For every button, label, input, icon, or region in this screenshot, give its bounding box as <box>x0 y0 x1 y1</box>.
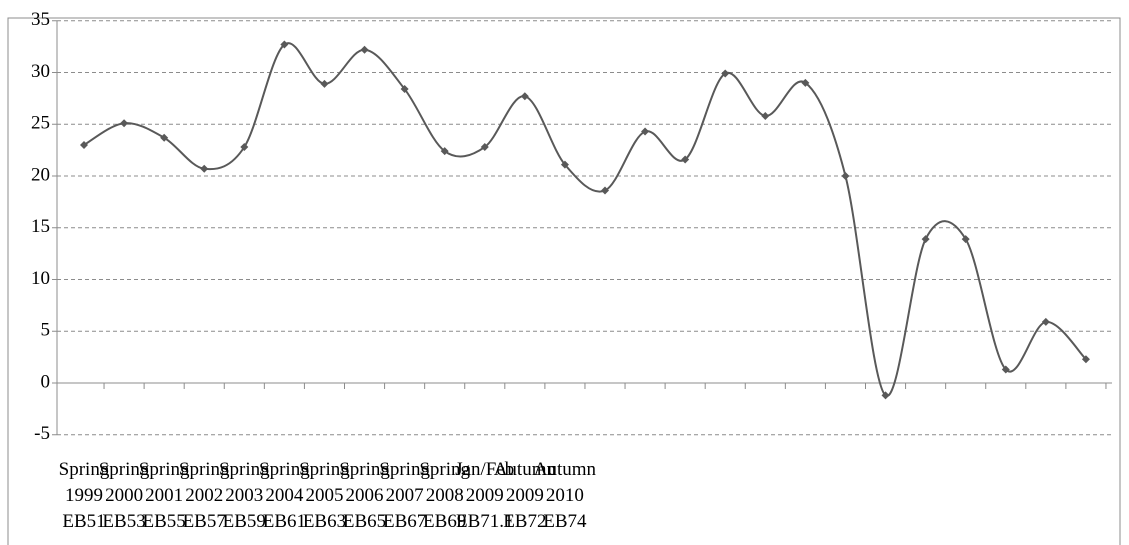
marker <box>681 155 690 164</box>
x-tick-label: Autumn 2010 EB74 <box>534 459 597 532</box>
marker <box>360 45 369 54</box>
y-tick-label: -5 <box>34 423 50 444</box>
x-tick-label: Spring 2001 EB55 <box>139 459 190 532</box>
x-tick-label: Spring 2008 EB69 <box>419 459 470 532</box>
x-tick-label: Spring 2000 EB53 <box>99 459 150 532</box>
x-tick-label: Autumn 2009 EB72 <box>494 459 557 532</box>
marker <box>1041 317 1050 326</box>
marker <box>560 160 569 169</box>
marker <box>280 40 289 49</box>
marker <box>961 235 970 244</box>
marker <box>240 143 249 152</box>
x-tick-label: Spring 2002 EB57 <box>179 459 230 532</box>
marker <box>120 119 129 128</box>
marker <box>400 85 409 94</box>
marker <box>641 127 650 136</box>
marker <box>761 111 770 120</box>
chart-frame <box>7 17 1121 545</box>
x-tick-label: Jan/Feb 2009 EB71.1 <box>455 459 514 532</box>
marker <box>520 92 529 101</box>
x-tick-label: Spring 2007 EB67 <box>379 459 430 532</box>
marker <box>1081 355 1090 364</box>
marker <box>440 147 449 156</box>
marker <box>320 79 329 88</box>
series-line <box>83 42 1087 397</box>
x-tick-label: Spring 1999 EB51 <box>59 459 110 532</box>
y-tick-label: 10 <box>31 268 50 289</box>
marker <box>1001 365 1010 374</box>
x-tick-label: Spring 2003 EB59 <box>219 459 270 532</box>
marker <box>160 133 169 142</box>
marker <box>841 172 850 180</box>
y-tick-label: 25 <box>31 113 50 134</box>
y-tick-label: 15 <box>31 216 50 237</box>
marker <box>200 164 209 173</box>
marker <box>480 143 489 152</box>
marker <box>721 69 730 78</box>
y-tick-label: 0 <box>41 371 51 392</box>
y-tick-label: 20 <box>31 164 50 185</box>
y-tick-label: 35 <box>31 9 50 30</box>
x-tick-label: Spring 2004 EB61 <box>259 459 310 532</box>
y-tick-label: 30 <box>31 61 50 82</box>
x-tick-label: Spring 2005 EB63 <box>299 459 350 532</box>
marker <box>881 391 890 400</box>
x-tick-label: Spring 2006 EB65 <box>339 459 390 532</box>
y-tick-label: 5 <box>41 320 51 341</box>
marker <box>601 186 609 195</box>
marker <box>80 140 88 149</box>
marker <box>801 78 810 87</box>
marker <box>921 235 930 244</box>
